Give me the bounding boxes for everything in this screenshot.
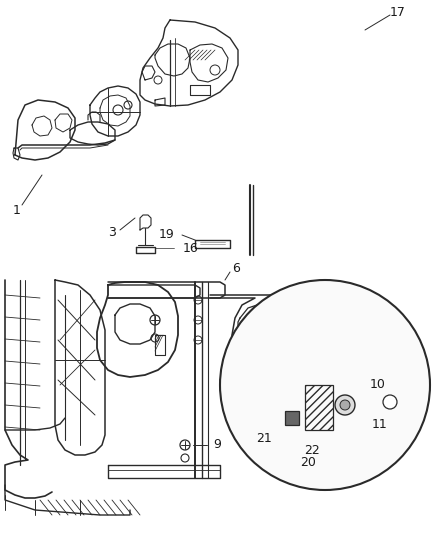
Circle shape (383, 395, 397, 409)
Text: 16: 16 (183, 241, 199, 254)
Text: 6: 6 (232, 262, 240, 274)
Text: 21: 21 (256, 432, 272, 445)
Text: 22: 22 (304, 443, 320, 456)
Bar (305, 385, 333, 430)
Text: 11: 11 (372, 418, 388, 432)
Text: 19: 19 (158, 228, 174, 240)
Circle shape (335, 395, 355, 415)
Text: 10: 10 (370, 377, 386, 391)
Text: 1: 1 (13, 204, 21, 216)
Text: 17: 17 (390, 5, 406, 19)
Text: 9: 9 (213, 439, 221, 451)
Circle shape (340, 400, 350, 410)
Circle shape (220, 280, 430, 490)
Bar (285, 411, 299, 425)
Text: 3: 3 (108, 227, 116, 239)
Text: 20: 20 (300, 456, 316, 469)
